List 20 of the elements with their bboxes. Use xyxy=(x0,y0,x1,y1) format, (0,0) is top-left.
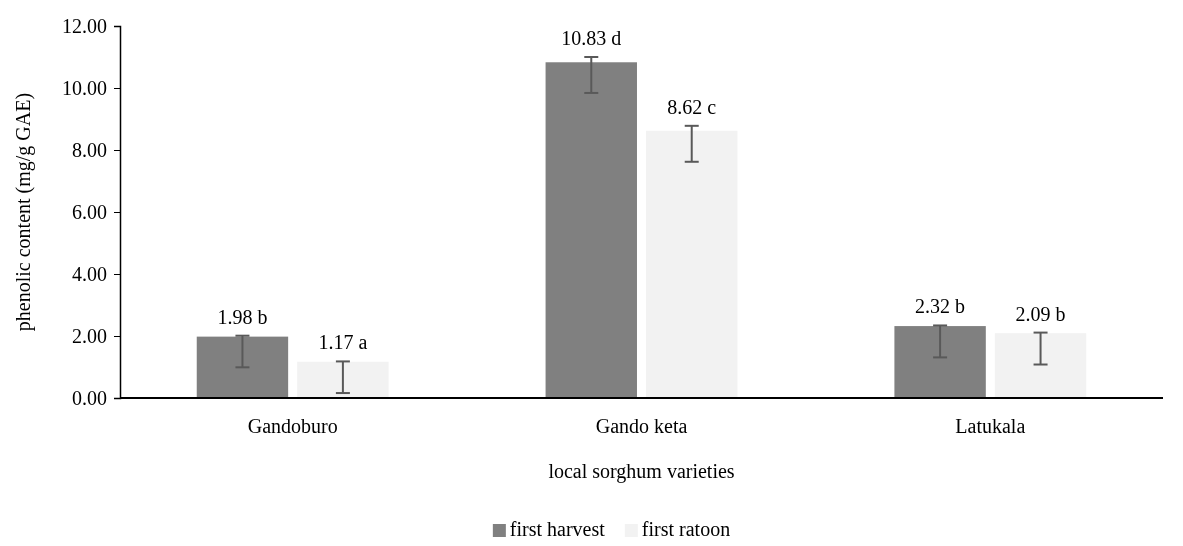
legend-label: first harvest xyxy=(509,518,606,540)
legend-label: first ratoon xyxy=(641,518,731,540)
data-label: 10.83 d xyxy=(561,27,622,49)
y-axis-title: phenolic content (mg/g GAE) xyxy=(12,92,35,332)
y-tick-label: 6.00 xyxy=(72,200,107,223)
y-tick-label: 2.00 xyxy=(72,324,107,347)
x-tick-label: Gando keta xyxy=(595,415,688,437)
data-label: 8.62 c xyxy=(667,95,717,118)
data-label: 2.09 b xyxy=(1015,302,1066,325)
x-axis-title: local sorghum varieties xyxy=(548,460,735,483)
y-tick-label: 4.00 xyxy=(72,262,107,285)
x-tick-label: Gandoburo xyxy=(247,415,338,437)
y-tick-label: 10.00 xyxy=(62,76,107,99)
y-tick-label: 0.00 xyxy=(72,386,107,409)
data-label: 1.17 a xyxy=(318,331,368,354)
x-tick-label: Latukala xyxy=(955,415,1026,437)
y-tick-label: 12.00 xyxy=(62,14,107,37)
data-label: 2.32 b xyxy=(915,295,966,318)
data-label: 1.98 b xyxy=(217,305,268,328)
y-tick-label: 8.00 xyxy=(72,138,107,161)
